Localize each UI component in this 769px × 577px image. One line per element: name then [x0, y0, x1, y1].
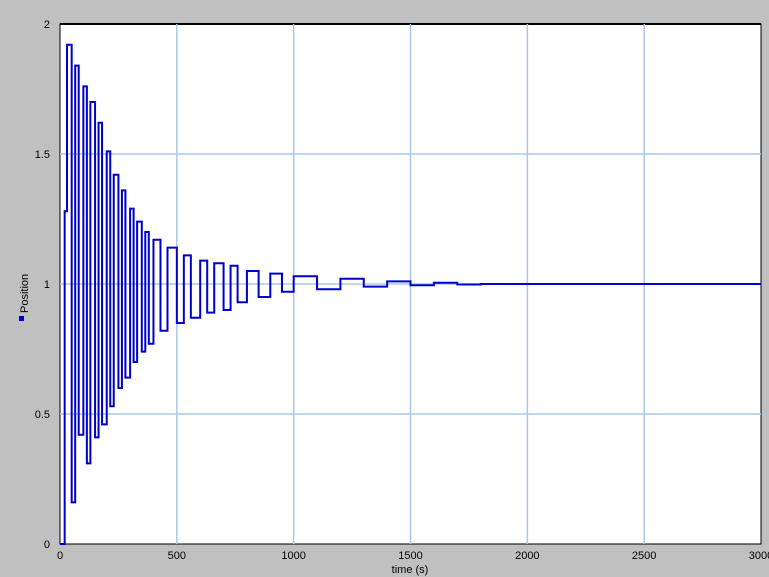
x-tick-label: 1500 [398, 550, 422, 562]
legend-label-position: Position [19, 274, 31, 313]
y-tick-label: 1 [44, 279, 50, 291]
x-tick-label: 500 [168, 550, 186, 562]
y-tick-label: 1.5 [35, 149, 50, 161]
y-tick-label: 0.5 [35, 409, 50, 421]
x-tick-label: 1000 [281, 550, 305, 562]
x-axis-label: time (s) [392, 564, 429, 576]
y-axis-ticks: 0 0.5 1 1.5 2 [35, 19, 50, 551]
legend-swatch [19, 316, 24, 321]
x-tick-label: 3000 [749, 550, 769, 562]
series-line-position [60, 43, 761, 545]
x-tick-label: 2500 [632, 550, 656, 562]
y-tick-label: 0 [44, 539, 50, 551]
series-layer [60, 43, 761, 545]
x-axis-ticks: 0 500 1000 1500 2000 2500 3000 [57, 550, 769, 562]
x-tick-label: 0 [57, 550, 63, 562]
y-tick-label: 2 [44, 19, 50, 31]
x-tick-label: 2000 [515, 550, 539, 562]
legend: Position [19, 274, 31, 321]
